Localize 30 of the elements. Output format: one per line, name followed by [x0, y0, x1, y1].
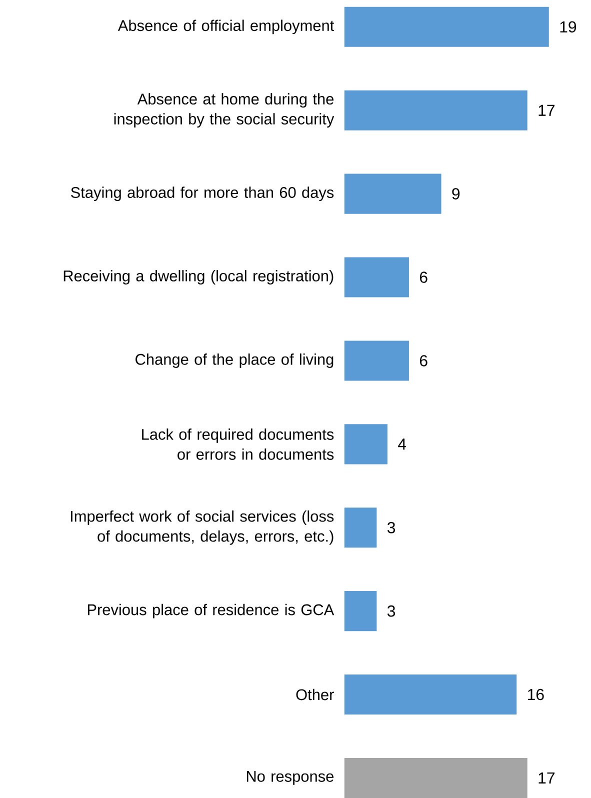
y-tick-label: Absence of official employment — [118, 20, 334, 34]
bar — [344, 758, 528, 798]
data-label: 6 — [420, 272, 428, 283]
data-label: 19 — [560, 21, 576, 33]
y-tick-label: Receiving a dwelling (local registration) — [64, 270, 334, 284]
bar — [344, 6, 549, 47]
bar — [344, 424, 388, 464]
data-label: 17 — [538, 104, 554, 116]
bar — [344, 174, 442, 214]
bar — [344, 257, 409, 298]
data-label: 9 — [452, 188, 460, 200]
y-tick-label: Previous place of residence is GCA — [88, 604, 334, 618]
bar — [344, 340, 409, 381]
y-tick-label: Lack of required documents or errors in documents — [142, 428, 334, 460]
bar — [344, 508, 377, 548]
y-tick-label: No response — [246, 771, 334, 785]
bar — [344, 674, 517, 715]
y-tick-label: Imperfect work of social services (loss of documents, delays, errors, etc.) — [70, 510, 334, 545]
bar — [344, 591, 377, 632]
bar — [344, 90, 528, 130]
y-tick-label: Staying abroad for more than 60 days — [71, 186, 334, 202]
data-label: 3 — [387, 605, 396, 617]
y-tick-label: Absence at home during the inspection by the social security — [114, 93, 334, 128]
y-tick-label: Other — [296, 688, 334, 700]
data-label: 6 — [420, 355, 428, 366]
data-label: 17 — [538, 772, 554, 784]
data-label: 3 — [387, 522, 396, 534]
data-label: 16 — [528, 688, 544, 700]
y-tick-label: Change of the place of living — [136, 354, 334, 368]
data-label: 4 — [398, 438, 406, 450]
